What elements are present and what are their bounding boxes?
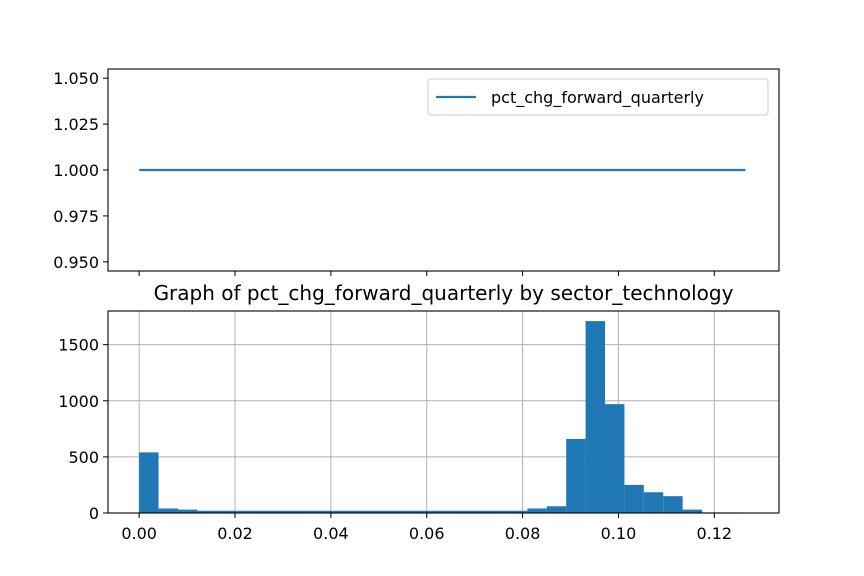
top-plot-frame <box>107 68 780 272</box>
top-line-chart: 0.950 0.975 1.000 1.025 1.050 pct_chg_forward… <box>53 68 780 276</box>
histogram-bar <box>177 509 198 513</box>
bottom-x-tick-label: 0.00 <box>121 524 157 543</box>
histogram-bar <box>566 438 586 513</box>
histogram-bar <box>449 510 470 513</box>
histogram-bar <box>294 510 314 513</box>
histogram-bar <box>605 404 625 513</box>
top-y-tick-label: 0.975 <box>53 207 99 226</box>
histogram-bar <box>139 452 159 513</box>
legend-label: pct_chg_forward_quarterly <box>491 88 704 108</box>
histogram-bar <box>391 510 411 513</box>
histogram-bar <box>197 510 217 513</box>
histogram-bar <box>158 508 178 513</box>
histogram-bar <box>410 510 431 513</box>
histogram-bar <box>255 510 276 513</box>
histogram-bar <box>430 510 450 513</box>
bottom-plot-background <box>108 311 779 513</box>
legend-box <box>427 78 769 116</box>
histogram-bar <box>624 484 644 513</box>
histogram-bar <box>372 510 392 513</box>
bottom-y-tick-label: 1000 <box>58 392 99 411</box>
bottom-histogram: 0.00 0.02 0.04 0.06 0.08 0.10 0.12 0 500 1000 1500… <box>58 281 780 543</box>
bottom-chart-title: Graph of pct_chg_forward_quarterly by se… <box>154 281 734 305</box>
bottom-plot-frame <box>107 310 780 514</box>
bottom-y-tick-label: 1500 <box>58 336 99 355</box>
histogram-bar <box>216 510 237 513</box>
bottom-y-tick-label: 0 <box>89 504 99 523</box>
histogram-bar <box>527 508 547 513</box>
bottom-y-tick-label: 500 <box>68 448 99 467</box>
histogram-bar <box>546 506 567 513</box>
top-y-tick-label: 1.025 <box>53 115 99 134</box>
top-y-tick-label: 1.050 <box>53 69 99 88</box>
bottom-x-tick-label: 0.12 <box>696 524 732 543</box>
histogram-bar <box>333 510 353 513</box>
bottom-x-tick-label: 0.04 <box>313 524 349 543</box>
histogram-bar <box>585 321 606 513</box>
bottom-x-tick-label: 0.08 <box>505 524 541 543</box>
histogram-bar <box>682 509 703 513</box>
histogram-bar <box>507 510 528 513</box>
bottom-x-tick-label: 0.10 <box>601 524 637 543</box>
histogram-bar <box>313 510 334 513</box>
top-y-tick-label: 1.000 <box>53 161 99 180</box>
histogram-bar <box>469 510 489 513</box>
bottom-x-tick-label: 0.06 <box>409 524 445 543</box>
histogram-bar <box>236 510 256 513</box>
histogram-bar <box>352 510 373 513</box>
histogram-bar <box>663 496 683 513</box>
histogram-bar <box>275 510 295 513</box>
top-y-tick-label: 0.950 <box>53 253 99 272</box>
histogram-bar <box>488 510 508 513</box>
histogram-bar <box>643 492 664 513</box>
bottom-x-tick-label: 0.02 <box>217 524 253 543</box>
